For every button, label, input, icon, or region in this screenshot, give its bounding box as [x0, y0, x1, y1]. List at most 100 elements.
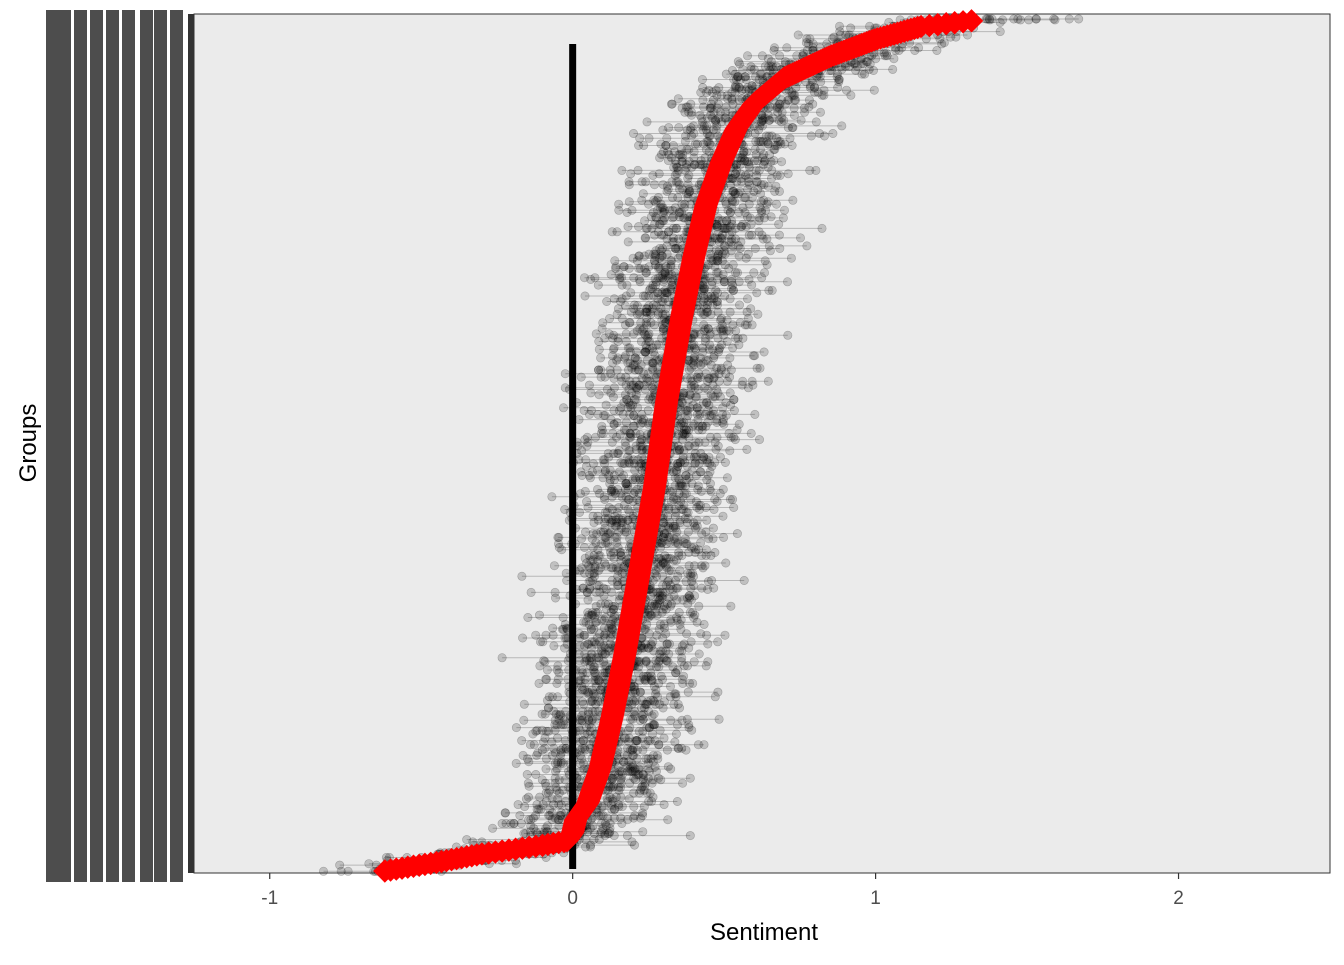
data-point	[561, 634, 569, 642]
data-point	[675, 123, 683, 131]
data-point	[744, 250, 752, 258]
data-point	[524, 779, 532, 787]
data-point	[365, 860, 373, 868]
data-point	[988, 15, 996, 23]
data-point	[702, 546, 710, 554]
data-point	[639, 190, 647, 198]
data-point	[689, 122, 697, 130]
data-point	[677, 145, 685, 153]
data-point	[663, 746, 671, 754]
data-point	[1075, 15, 1083, 23]
data-point	[562, 569, 570, 577]
data-point	[584, 596, 592, 604]
data-point	[615, 468, 623, 476]
y-tick-label-stack	[74, 10, 87, 882]
data-point	[870, 86, 878, 94]
data-point	[735, 420, 743, 428]
y-tick-label-stack	[140, 10, 153, 882]
data-point	[707, 576, 715, 584]
data-point	[659, 181, 667, 189]
data-point	[532, 770, 540, 778]
data-point	[532, 631, 540, 639]
data-point	[747, 305, 755, 313]
data-point	[815, 129, 823, 137]
data-point	[589, 512, 597, 520]
data-point	[698, 75, 706, 83]
data-point	[623, 831, 631, 839]
data-point	[709, 524, 717, 532]
data-point	[664, 763, 672, 771]
data-point	[520, 716, 528, 724]
data-point	[703, 516, 711, 524]
data-point	[601, 600, 609, 608]
data-point	[671, 738, 679, 746]
data-point	[581, 528, 589, 536]
data-point	[704, 658, 712, 666]
data-point	[629, 129, 637, 137]
data-point	[580, 406, 588, 414]
data-point	[735, 301, 743, 309]
data-point	[729, 261, 737, 269]
data-point	[743, 295, 751, 303]
data-point	[747, 429, 755, 437]
data-point	[589, 460, 597, 468]
data-point	[595, 345, 603, 353]
data-point	[783, 278, 791, 286]
data-point	[719, 512, 727, 520]
data-point	[628, 206, 636, 214]
data-point	[630, 274, 638, 282]
data-point	[622, 337, 630, 345]
data-point	[812, 118, 820, 126]
data-point	[624, 238, 632, 246]
data-point	[739, 220, 747, 228]
data-point	[650, 721, 658, 729]
data-point	[721, 631, 729, 639]
data-point	[610, 384, 618, 392]
data-point	[772, 182, 780, 190]
data-point	[998, 16, 1006, 24]
data-point	[675, 548, 683, 556]
data-point	[754, 137, 762, 145]
data-point	[688, 569, 696, 577]
data-point	[699, 96, 707, 104]
data-point	[672, 730, 680, 738]
data-point	[739, 334, 747, 342]
data-point	[770, 44, 778, 52]
data-point	[784, 170, 792, 178]
data-point	[761, 257, 769, 265]
data-point	[625, 319, 633, 327]
data-point	[559, 404, 567, 412]
data-point	[642, 234, 650, 242]
y-tick-label-stack	[154, 10, 167, 882]
data-point	[789, 123, 797, 131]
y-tick-label-stack	[106, 10, 119, 882]
data-point	[550, 642, 558, 650]
data-point	[514, 800, 522, 808]
data-point	[726, 308, 734, 316]
y-tick-mark-stack	[188, 14, 194, 873]
data-point	[734, 57, 742, 65]
data-point	[634, 166, 642, 174]
data-point	[838, 122, 846, 130]
data-point	[675, 608, 683, 616]
data-point	[735, 278, 743, 286]
data-point	[743, 445, 751, 453]
data-point	[594, 366, 602, 374]
data-point	[796, 234, 804, 242]
data-point	[807, 132, 815, 140]
data-point	[663, 134, 671, 142]
data-point	[639, 828, 647, 836]
data-point	[580, 543, 588, 551]
data-point	[755, 228, 763, 236]
data-point	[620, 426, 628, 434]
data-point	[657, 672, 665, 680]
data-point	[676, 567, 684, 575]
data-point	[656, 620, 664, 628]
data-point	[602, 401, 610, 409]
data-point	[667, 716, 675, 724]
data-point	[723, 474, 731, 482]
data-point	[589, 529, 597, 537]
data-point	[595, 391, 603, 399]
data-point	[779, 214, 787, 222]
data-point	[748, 377, 756, 385]
